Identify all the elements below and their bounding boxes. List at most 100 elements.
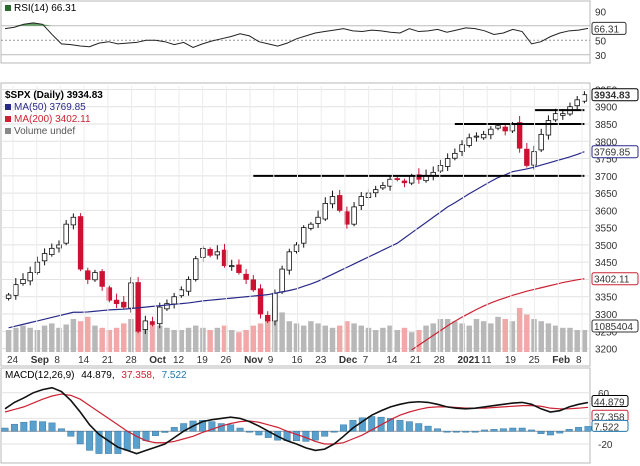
candle-body [372,189,379,194]
volume-bar [99,327,105,352]
rsi-title: RSI(14) 66.31 [14,3,77,14]
candle-body [85,270,91,280]
candle-body [250,279,257,291]
volume-bar [207,330,213,352]
candle-body [286,251,293,271]
macd-title-hist: 7.522 [162,370,187,381]
macd-histogram-bar [67,431,75,437]
volume-bar [380,327,386,352]
macd-histogram-bar [48,422,56,432]
candle-body [516,122,523,149]
volume-bar [221,325,228,352]
candle-body [531,151,537,166]
macd-histogram-bar [584,426,592,432]
candle-body [574,99,580,107]
candle-body [416,174,422,180]
candle-body [214,251,221,256]
macd-histogram-bar [415,423,423,432]
volume-bar [300,325,307,352]
volume-bar [113,327,120,352]
macd-histogram-bar [114,431,122,454]
candle-body [545,120,552,136]
candle-body [229,265,235,268]
volume-bar [560,327,566,352]
candle-body [56,244,62,249]
rsi-current-value-box [591,21,627,35]
volume-bar [358,325,365,352]
macd-histogram-bar [368,416,376,432]
volume-bar [574,330,580,352]
candle-body [560,113,566,116]
volume-bar [192,325,199,352]
macd-y-tick-60: 60 [598,389,610,400]
candle-body [336,195,343,211]
volume-bar [77,321,84,352]
volume-bar [344,321,350,352]
x-axis-label: 8 [54,355,60,366]
x-axis-label: 8 [576,355,582,366]
legend-volume: Volume undef [5,126,75,137]
macd-histogram-bar [424,425,432,432]
x-axis-label: 26 [220,355,232,366]
macd-histogram-bar [499,428,507,432]
candle-body [41,253,48,262]
volume-bar [236,332,242,352]
rsi-plot: 9070503066.31 [1,7,627,62]
candle-body [394,178,400,180]
x-axis-label: 9 [268,355,274,366]
price-y-tick-3750: 3750 [595,155,618,166]
x-axis-label: Feb [552,355,570,366]
candle-body [70,216,77,226]
volume-bar [452,321,458,352]
macd-histogram-bar [161,431,169,433]
macd-title-name: MACD(12,26,9) [5,370,74,381]
x-axis-label: Oct [149,355,166,366]
volume-bar [387,325,393,352]
x-axis-label: 19 [197,355,209,366]
ma50-line [8,151,585,329]
volume-bar [164,327,170,352]
volume-bar [473,319,480,352]
macd-histogram-bar [443,431,451,433]
macd-value-label: 44.879 [594,397,625,408]
volume-bar [444,319,451,352]
volume-bar [27,327,33,352]
macd-histogram-bar [123,431,131,451]
macd-histogram-bar [1,427,9,432]
volume-bar [286,321,293,352]
volume-bar [516,308,523,352]
candle-body [488,128,494,136]
volume-bar [85,316,91,352]
candle-body [77,216,84,270]
volume-bar [495,316,501,352]
volume-bar [293,323,300,352]
price-y-tick-3850: 3850 [595,120,618,131]
macd-histogram-bar [321,431,329,437]
candle-body [322,203,328,220]
volume-bar [56,327,62,352]
macd-hist-value-label: 7.522 [594,422,619,433]
x-axis-label: 12 [173,355,185,366]
macd-hist-value-label-box [591,419,629,432]
volume-bar [243,330,249,352]
legend-volume-swatch [5,128,11,134]
candle-body [193,258,199,280]
macd-histogram-bar [509,427,517,432]
price-title: $SPX (Daily) 3934.83 [5,90,103,101]
volume-bar [372,330,379,352]
candle-body [387,178,393,187]
rsi-line [4,22,589,49]
volume-bar [264,319,271,352]
volume-bar [488,323,494,352]
macd-histogram-bar [471,431,479,433]
volume-bar [401,327,408,352]
rsi-y-tick-30: 30 [595,51,607,62]
price-y-tick-3500: 3500 [595,241,618,252]
candle-body [27,272,33,282]
volume-bar [185,327,192,352]
candle-body [49,247,55,255]
macd-histogram-bar [452,431,460,433]
candle-body [243,273,249,280]
